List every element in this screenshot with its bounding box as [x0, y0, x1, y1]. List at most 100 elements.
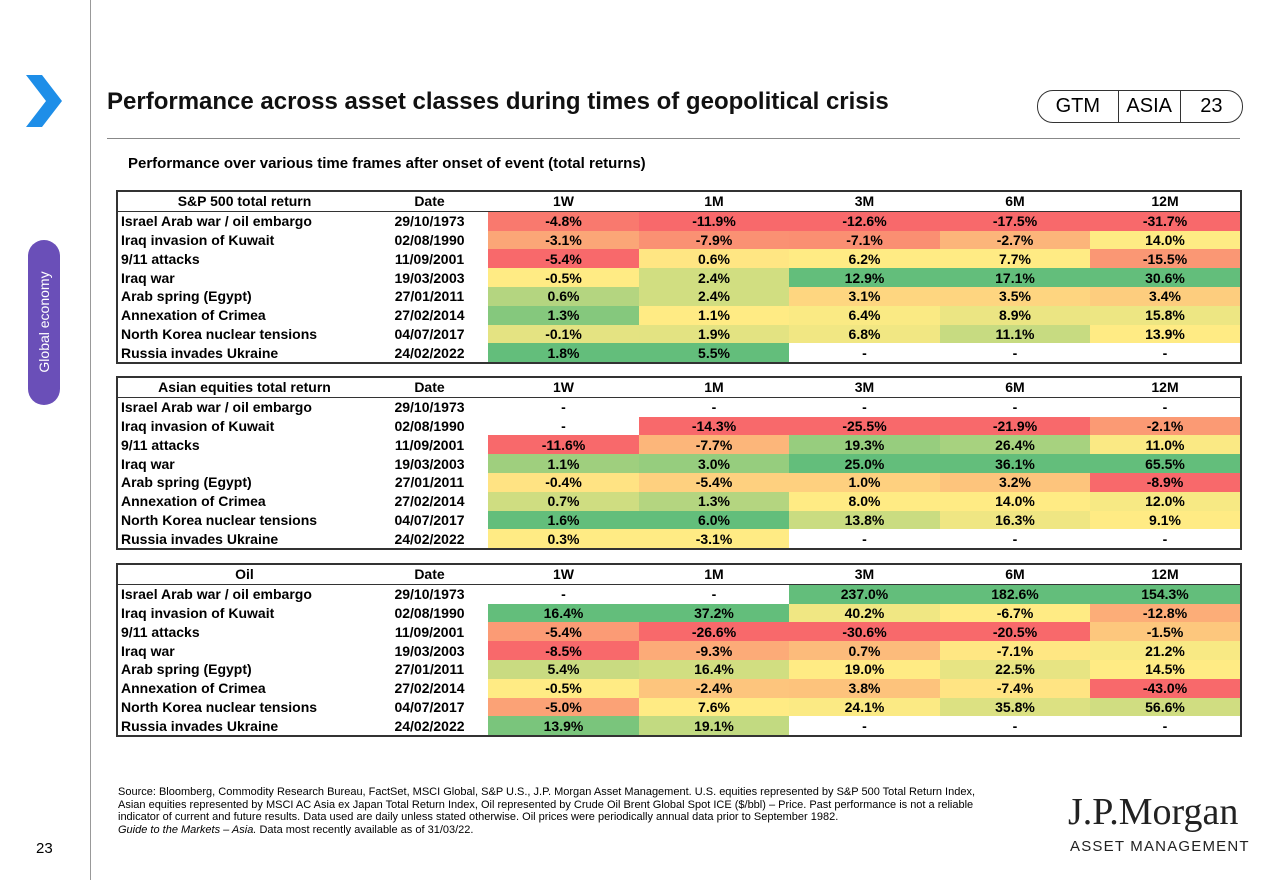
date-cell: 19/03/2003 [394, 455, 465, 472]
data-table: Asian equities total return Date 1W 1M 3M 6M 1… [116, 376, 1242, 551]
row-label: Annexation of Crimea [121, 493, 266, 510]
value-cell: 7.6% [639, 697, 789, 717]
value-cell: - [862, 717, 867, 734]
date-cell: 27/01/2011 [394, 661, 465, 678]
column-header: 12M [1090, 191, 1241, 212]
value-cell: 6.4% [789, 305, 940, 325]
date-cell: 04/07/2017 [394, 698, 465, 715]
logo: J.P.Morgan [1068, 791, 1239, 833]
value-cell: -2.4% [639, 678, 789, 698]
value-cell: 40.2% [789, 603, 940, 623]
date-cell: 04/07/2017 [394, 511, 465, 528]
value-cell: 182.6% [940, 584, 1090, 604]
value-cell: - [1012, 344, 1018, 361]
value-cell: -30.6% [789, 622, 940, 642]
column-header: 1W [488, 377, 639, 398]
date-cell: 11/09/2001 [394, 250, 465, 267]
value-cell: 17.1% [940, 268, 1090, 287]
value-cell: -5.4% [488, 249, 639, 269]
data-table: S&P 500 total return Date 1W 1M 3M 6M 12M Israe… [116, 190, 1242, 365]
row-label: 9/11 attacks [121, 623, 200, 640]
date-cell: 29/10/1973 [394, 586, 465, 603]
column-header: Oil [117, 564, 371, 585]
value-cell: 30.6% [1090, 268, 1241, 287]
value-cell: -17.5% [940, 211, 1090, 231]
date-cell: 27/02/2014 [394, 493, 465, 510]
row-label: Russia invades Ukraine [121, 344, 279, 361]
value-cell: -0.1% [488, 324, 639, 344]
value-cell: 1.9% [639, 324, 789, 344]
note: Data most recently available as of 31/03… [256, 823, 474, 836]
column-header: Date [371, 191, 488, 212]
column-header: 1W [488, 564, 639, 585]
date-cell: 24/02/2022 [394, 344, 465, 361]
value-cell: 8.0% [789, 491, 940, 511]
value-cell: 0.6% [639, 249, 789, 269]
value-cell: 11.1% [940, 324, 1090, 344]
value-cell: - [1162, 717, 1168, 734]
value-cell: -2.1% [1090, 416, 1241, 436]
value-cell: 2.4% [639, 268, 789, 287]
date-cell: 19/03/2003 [394, 642, 465, 659]
value-cell: 16.4% [488, 603, 639, 623]
value-cell: 2.4% [639, 286, 789, 306]
date-cell: 27/02/2014 [394, 680, 465, 697]
value-cell: - [711, 586, 717, 603]
value-cell: 5.5% [639, 343, 789, 364]
date-cell: 11/09/2001 [394, 436, 465, 453]
column-header: Date [371, 564, 488, 585]
column-header: 3M [789, 191, 940, 212]
value-cell: 1.6% [488, 510, 639, 530]
value-cell: -20.5% [940, 622, 1090, 642]
value-cell: 12.9% [789, 268, 940, 287]
chevron-icon [26, 75, 62, 127]
value-cell: 1.8% [488, 343, 639, 364]
value-cell: -7.9% [639, 230, 789, 250]
value-cell: -12.6% [789, 211, 940, 231]
source: Source: Bloomberg, Commodity Research Bu… [118, 786, 976, 823]
column-header: 1M [639, 191, 789, 212]
date-cell: 29/10/1973 [394, 399, 465, 416]
value-cell: 37.2% [639, 603, 789, 623]
value-cell: -31.7% [1090, 211, 1241, 231]
value-cell: 1.1% [488, 454, 639, 473]
value-cell: 7.7% [940, 249, 1090, 269]
value-cell: -4.8% [488, 211, 639, 231]
value-cell: -12.8% [1090, 603, 1241, 623]
row-label: Iraq invasion of Kuwait [121, 417, 275, 434]
value-cell: -1.5% [1090, 622, 1241, 642]
value-cell: 6.8% [789, 324, 940, 344]
date-cell: 24/02/2022 [394, 530, 465, 547]
column-header: 6M [940, 564, 1090, 585]
rule [107, 138, 1240, 139]
date-cell: 27/01/2011 [394, 288, 465, 305]
value-cell: 19.3% [789, 435, 940, 455]
row-label: Russia invades Ukraine [121, 530, 279, 547]
column-header: 6M [940, 377, 1090, 398]
value-cell: -0.4% [488, 472, 639, 492]
value-cell: 14.0% [940, 491, 1090, 511]
value-cell: 154.3% [1090, 584, 1241, 604]
value-cell: -7.4% [940, 678, 1090, 698]
value-cell: - [1162, 344, 1168, 361]
value-cell: 0.7% [789, 641, 940, 660]
value-cell: - [1162, 530, 1168, 547]
footnote: Source: Bloomberg, Commodity Research Bu… [118, 786, 1003, 836]
date-cell: 19/03/2003 [394, 269, 465, 286]
column-header: 1W [488, 191, 639, 212]
date-cell: 27/01/2011 [394, 474, 465, 491]
value-cell: -8.9% [1090, 472, 1241, 492]
section-label: Global economy [36, 271, 52, 373]
value-cell: -26.6% [639, 622, 789, 642]
value-cell: 9.1% [1090, 510, 1241, 530]
value-cell: 12.0% [1090, 491, 1241, 511]
value-cell: -7.1% [940, 641, 1090, 660]
value-cell: -11.6% [488, 435, 639, 455]
row-label: Russia invades Ukraine [121, 717, 279, 734]
row-label: Arab spring (Egypt) [121, 288, 252, 305]
value-cell: 14.5% [1090, 659, 1241, 679]
row-label: Iraq invasion of Kuwait [121, 231, 275, 248]
row-label: Israel Arab war / oil embargo [121, 586, 312, 603]
column-header: 1M [639, 564, 789, 585]
column-header: 6M [940, 191, 1090, 212]
